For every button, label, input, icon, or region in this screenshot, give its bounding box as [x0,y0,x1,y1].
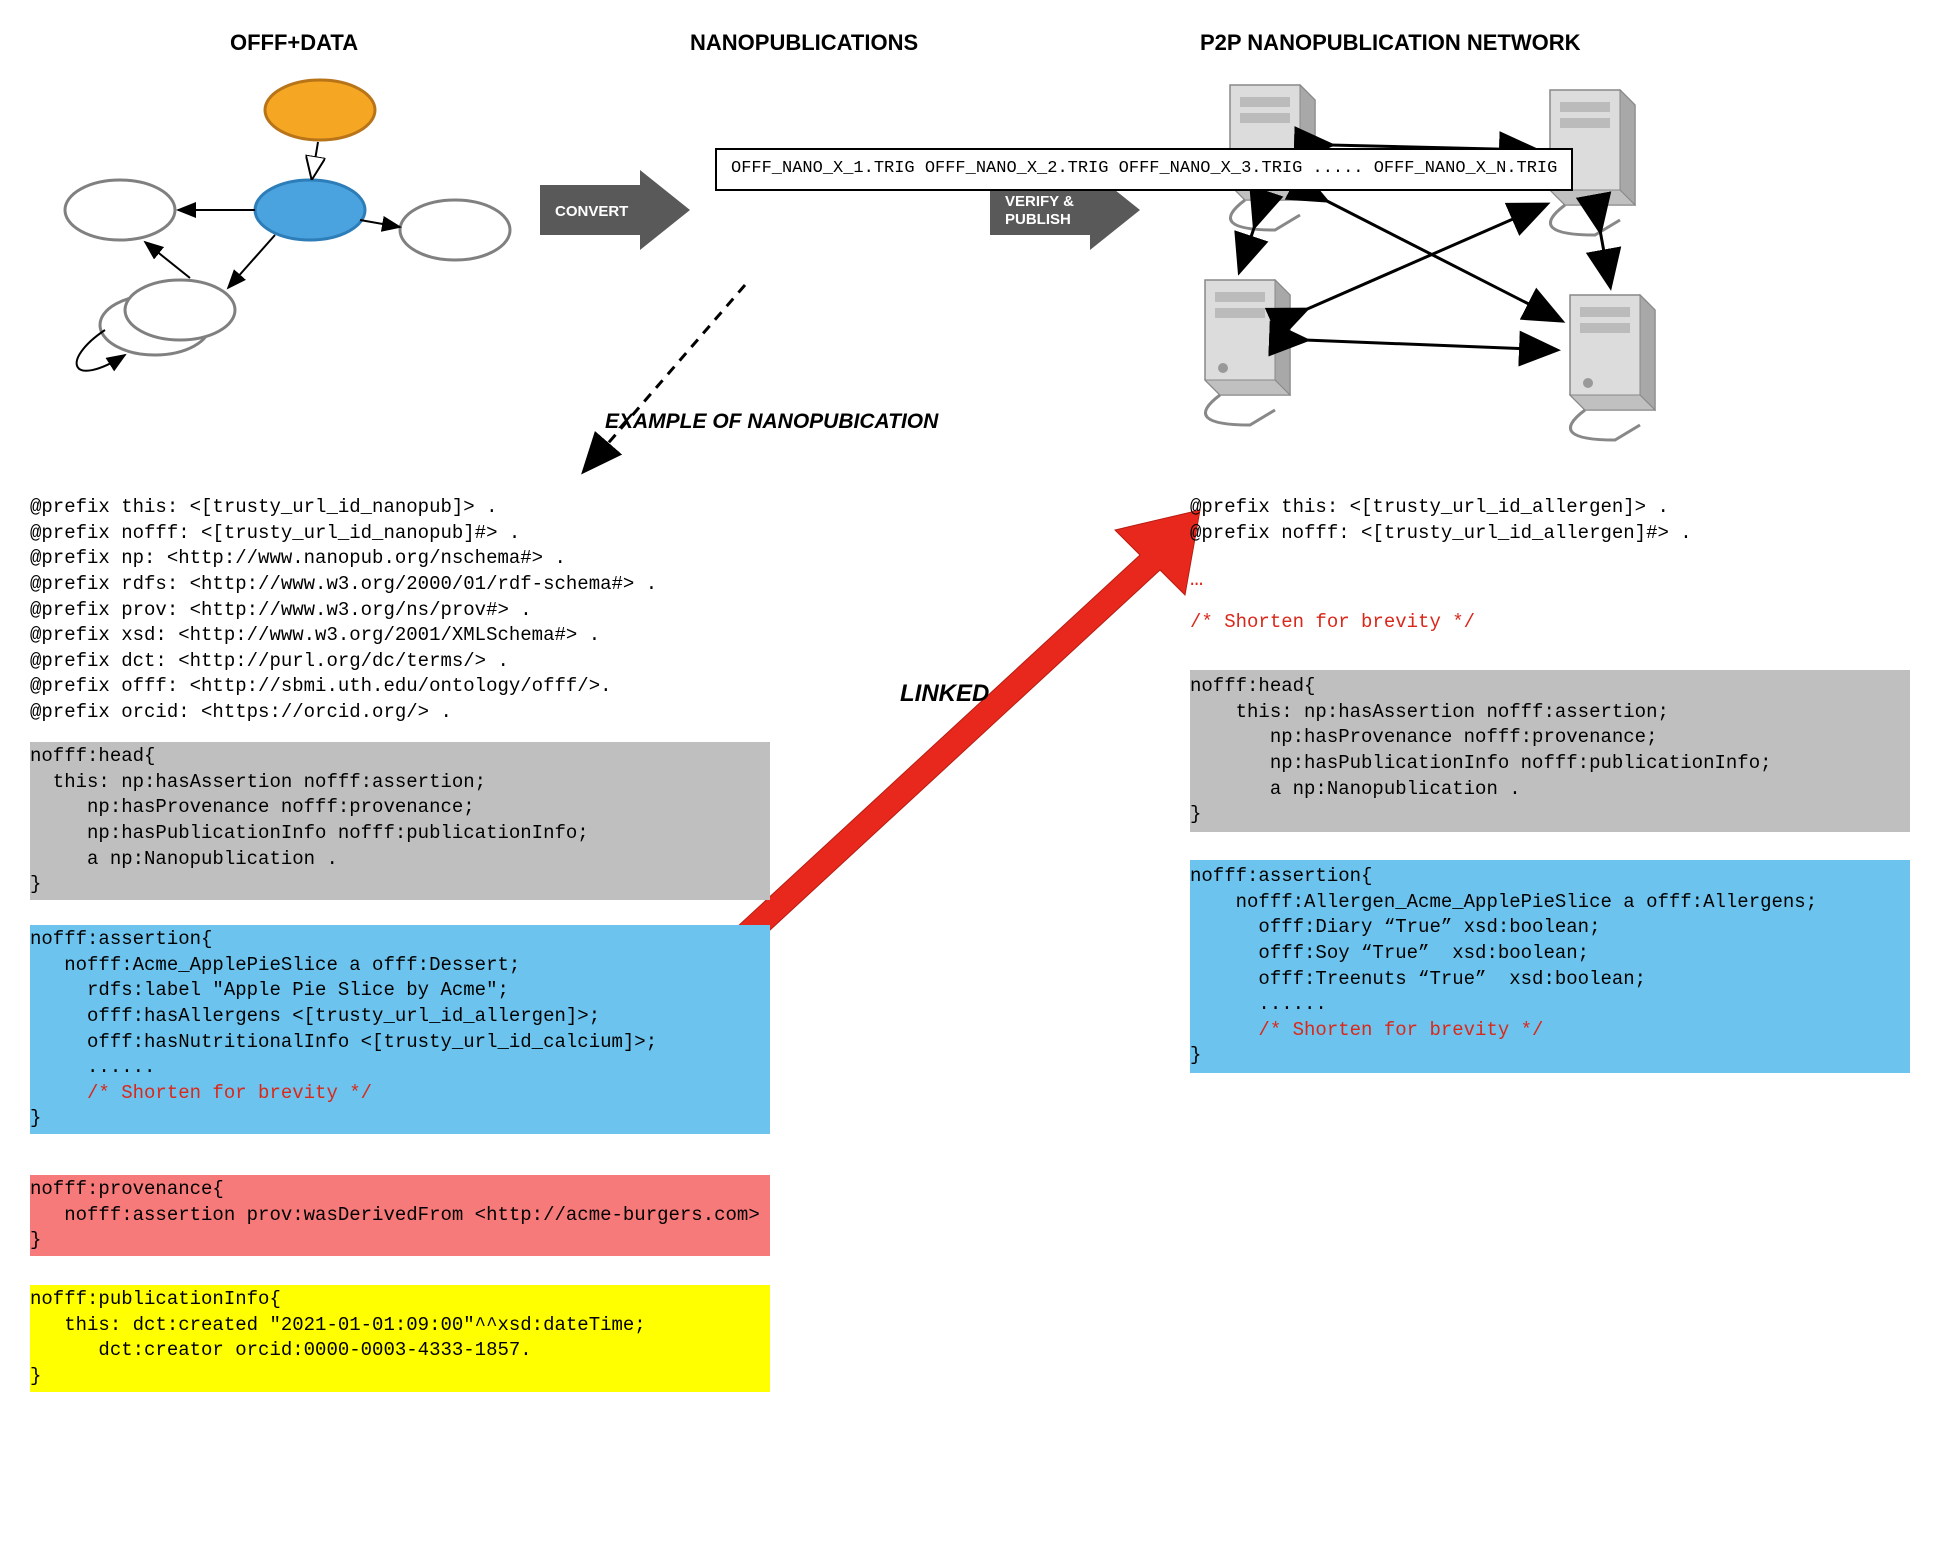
linked-label: LINKED [900,680,989,708]
left-prefixes: @prefix this: <[trusty_url_id_nanopub]> … [30,495,657,726]
left-assertion: nofff:assertion{ nofff:Acme_ApplePieSlic… [30,925,770,1134]
left-pubinfo: nofff:publicationInfo{ this: dct:created… [30,1285,770,1392]
right-assert-post: } [1190,1044,1201,1066]
verify-label-2: PUBLISH [1005,211,1071,228]
trig-file-box: OFFF_NANO_X_1.TRIG OFFF_NANO_X_2.TRIG OF… [715,148,1573,191]
offf-graph [65,80,510,371]
convert-label: CONVERT [555,203,628,220]
diagram-root: OFFF+DATA NANOPUBLICATIONS P2P NANOPUBLI… [30,30,1930,1530]
right-assertion: nofff:assertion{ nofff:Allergen_Acme_App… [1190,860,1910,1073]
right-head: nofff:head{ this: np:hasAssertion nofff:… [1190,670,1910,832]
p2p-network [1205,85,1655,440]
right-assert-pre: nofff:assertion{ nofff:Allergen_Acme_App… [1190,865,1817,1015]
right-ellipsis: … [1190,565,1203,595]
convert-arrow: CONVERT [540,170,690,250]
left-assert-pre: nofff:assertion{ nofff:Acme_ApplePieSlic… [30,928,657,1078]
left-provenance: nofff:provenance{ nofff:assertion prov:w… [30,1175,770,1256]
left-assert-post: } [30,1107,41,1129]
right-prefixes: @prefix this: <[trusty_url_id_allergen]>… [1190,495,1692,546]
dashed-arrow [585,285,745,470]
left-assert-brevity: /* Shorten for brevity */ [30,1082,372,1104]
verify-label-1: VERIFY & [1005,193,1074,210]
example-label: EXAMPLE OF NANOPUBICATION [605,410,938,434]
right-assert-brevity: /* Shorten for brevity */ [1190,1019,1543,1041]
left-head: nofff:head{ this: np:hasAssertion nofff:… [30,742,770,900]
right-brevity: /* Shorten for brevity */ [1190,610,1475,636]
